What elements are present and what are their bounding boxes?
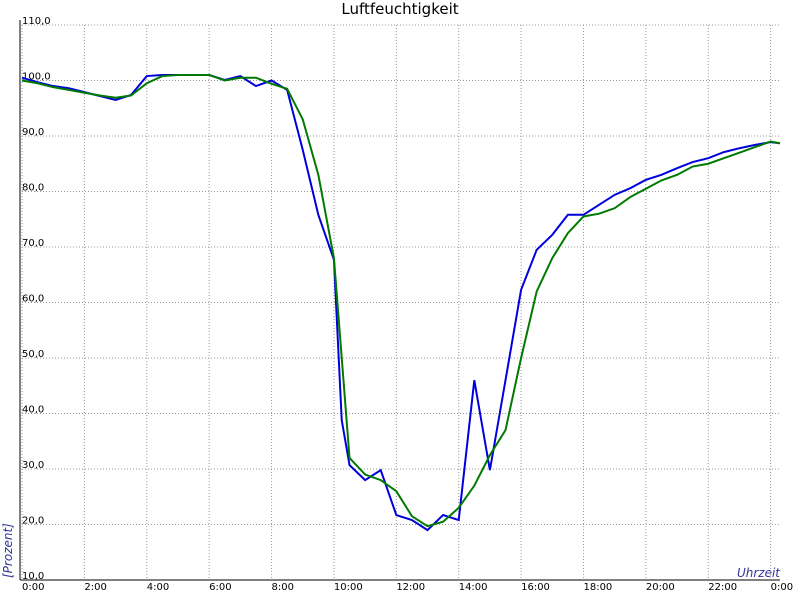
x-tick-label: 10:00	[334, 582, 363, 593]
x-tick-label: 14:00	[459, 582, 488, 593]
x-tick-label: 6:00	[209, 582, 231, 593]
y-tick-label: 60,0	[22, 294, 44, 305]
y-tick-label: 20,0	[22, 516, 44, 527]
y-tick-label: 100,0	[22, 72, 51, 83]
x-tick-label: 16:00	[521, 582, 550, 593]
x-tick-label: 18:00	[583, 582, 612, 593]
y-tick-label: 40,0	[22, 405, 44, 416]
data-line	[21, 73, 781, 528]
x-tick-label: 20:00	[646, 582, 675, 593]
x-tick-label: 22:00	[708, 582, 737, 593]
y-tick-label: 30,0	[22, 460, 44, 471]
y-tick-label: 70,0	[22, 238, 44, 249]
x-tick-label: 2:00	[84, 582, 106, 593]
x-axis-label: Uhrzeit	[737, 566, 781, 580]
y-tick-label: 50,0	[22, 349, 44, 360]
x-tick-label: 4:00	[147, 582, 169, 593]
y-tick-label: 90,0	[22, 127, 44, 138]
y-tick-label: 10,0	[22, 571, 44, 582]
x-tick-label: 0:00	[22, 582, 44, 593]
x-tick-label: 8:00	[272, 582, 294, 593]
y-tick-label: 110,0	[22, 16, 51, 27]
y-tick-label: 80,0	[22, 183, 44, 194]
x-tick-label: 12:00	[396, 582, 425, 593]
y-axis-label: [Prozent]	[1, 523, 15, 578]
chart-title: Luftfeuchtigkeit	[341, 0, 458, 18]
x-tick-label: 0:00	[771, 582, 793, 593]
data-line	[21, 73, 781, 532]
